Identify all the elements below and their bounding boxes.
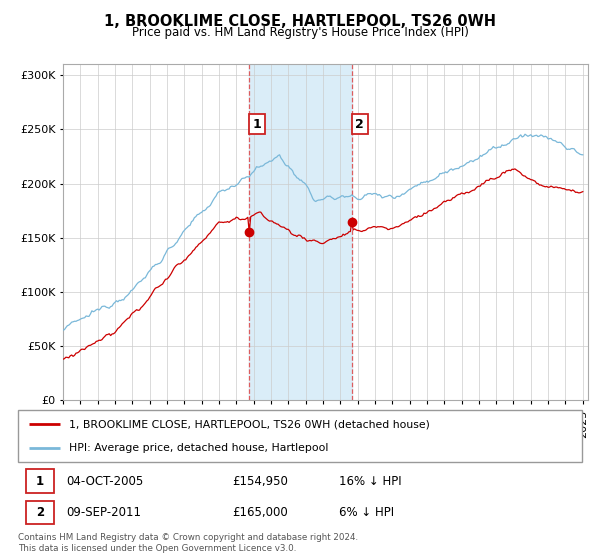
Text: 6% ↓ HPI: 6% ↓ HPI: [340, 506, 395, 519]
Text: 2: 2: [36, 506, 44, 519]
FancyBboxPatch shape: [18, 410, 582, 462]
FancyBboxPatch shape: [26, 469, 53, 493]
Text: 1, BROOKLIME CLOSE, HARTLEPOOL, TS26 0WH: 1, BROOKLIME CLOSE, HARTLEPOOL, TS26 0WH: [104, 14, 496, 29]
Text: 16% ↓ HPI: 16% ↓ HPI: [340, 475, 402, 488]
FancyBboxPatch shape: [26, 501, 53, 524]
Text: 09-SEP-2011: 09-SEP-2011: [66, 506, 141, 519]
Text: £154,950: £154,950: [232, 475, 288, 488]
Text: 2: 2: [355, 118, 364, 130]
Text: HPI: Average price, detached house, Hartlepool: HPI: Average price, detached house, Hart…: [69, 443, 328, 453]
Text: 1: 1: [253, 118, 262, 130]
Text: Price paid vs. HM Land Registry's House Price Index (HPI): Price paid vs. HM Land Registry's House …: [131, 26, 469, 39]
Text: 1, BROOKLIME CLOSE, HARTLEPOOL, TS26 0WH (detached house): 1, BROOKLIME CLOSE, HARTLEPOOL, TS26 0WH…: [69, 419, 430, 430]
Text: £165,000: £165,000: [232, 506, 288, 519]
Text: 1: 1: [36, 475, 44, 488]
Text: Contains HM Land Registry data © Crown copyright and database right 2024.
This d: Contains HM Land Registry data © Crown c…: [18, 533, 358, 553]
Text: 04-OCT-2005: 04-OCT-2005: [66, 475, 143, 488]
Bar: [249, 64, 352, 400]
